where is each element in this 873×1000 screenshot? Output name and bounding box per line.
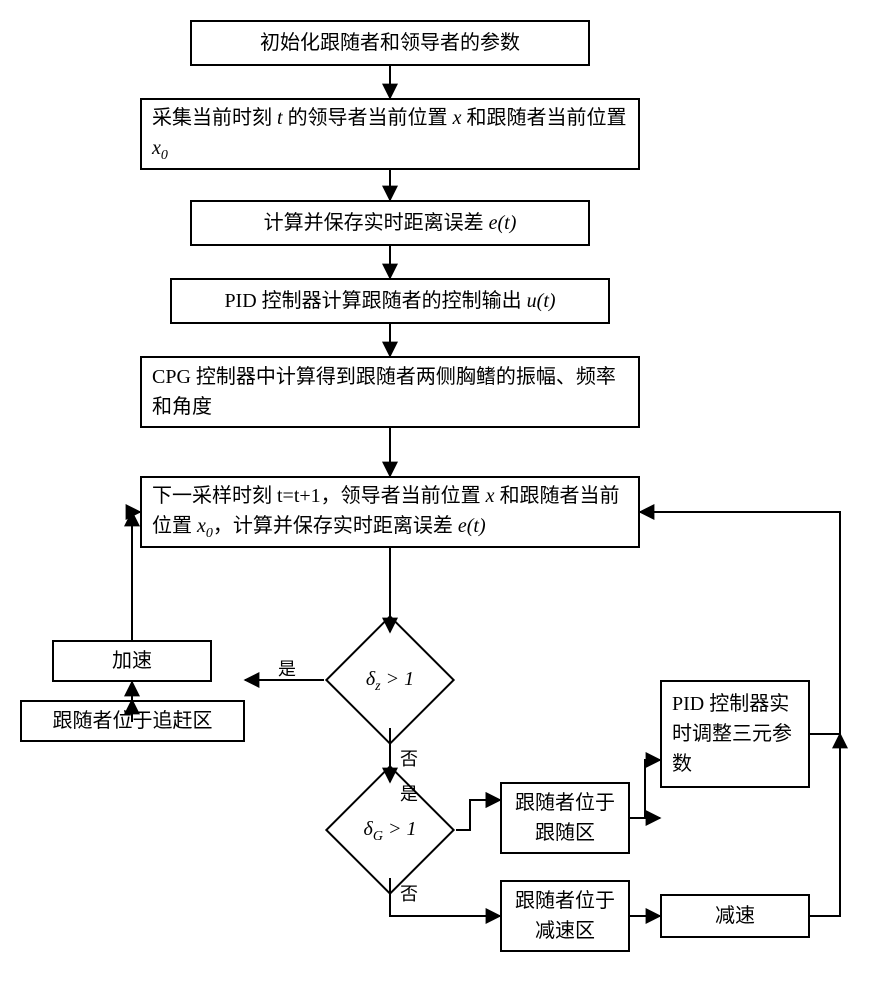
- node-next-sample-text: 下一采样时刻 t=t+1，领导者当前位置 x 和跟随者当前位置 x0，计算并保存…: [152, 481, 628, 544]
- decision-delta-z: [325, 615, 455, 745]
- node-sample-text: 采集当前时刻 t 的领导者当前位置 x 和跟随者当前位置 x0: [152, 103, 628, 166]
- label-d2-yes: 是: [400, 780, 418, 806]
- node-accelerate-text: 加速: [112, 646, 152, 676]
- node-decelerate: 减速: [660, 894, 810, 938]
- node-error: 计算并保存实时距离误差 e(t): [190, 200, 590, 246]
- label-d1-yes: 是: [278, 655, 296, 681]
- label-d2-no: 否: [400, 880, 418, 906]
- node-pid-text: PID 控制器计算跟随者的控制输出 u(t): [224, 286, 555, 316]
- node-cpg-text: CPG 控制器中计算得到跟随者两侧胸鳍的振幅、频率和角度: [152, 362, 628, 422]
- node-sample: 采集当前时刻 t 的领导者当前位置 x 和跟随者当前位置 x0: [140, 98, 640, 170]
- node-pid-adjust: PID 控制器实时调整三元参数: [660, 680, 810, 788]
- node-decel-zone-text: 跟随者位于减速区: [512, 886, 618, 946]
- node-accelerate: 加速: [52, 640, 212, 682]
- decision-delta-g: [325, 765, 455, 895]
- node-follow-zone-text: 跟随者位于跟随区: [512, 788, 618, 848]
- node-decelerate-text: 减速: [715, 901, 755, 931]
- node-chase-zone-text: 跟随者位于追赶区: [53, 706, 213, 736]
- label-d1-no: 否: [400, 745, 418, 771]
- node-chase-zone: 跟随者位于追赶区: [20, 700, 245, 742]
- node-cpg: CPG 控制器中计算得到跟随者两侧胸鳍的振幅、频率和角度: [140, 356, 640, 428]
- node-pid: PID 控制器计算跟随者的控制输出 u(t): [170, 278, 610, 324]
- node-next-sample: 下一采样时刻 t=t+1，领导者当前位置 x 和跟随者当前位置 x0，计算并保存…: [140, 476, 640, 548]
- node-follow-zone: 跟随者位于跟随区: [500, 782, 630, 854]
- node-error-text: 计算并保存实时距离误差 e(t): [264, 208, 517, 238]
- node-init: 初始化跟随者和领导者的参数: [190, 20, 590, 66]
- node-decel-zone: 跟随者位于减速区: [500, 880, 630, 952]
- node-pid-adjust-text: PID 控制器实时调整三元参数: [672, 689, 798, 779]
- node-init-text: 初始化跟随者和领导者的参数: [260, 28, 520, 58]
